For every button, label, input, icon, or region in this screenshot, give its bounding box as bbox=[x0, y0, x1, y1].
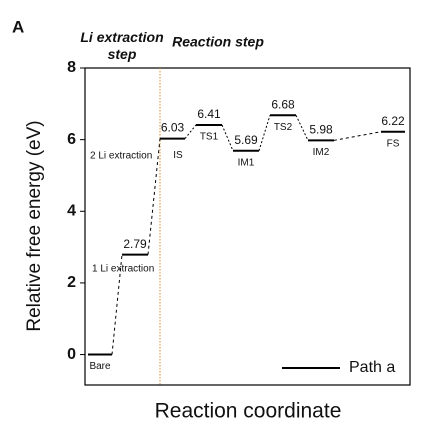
value-label: 5.69 bbox=[234, 133, 258, 147]
value-label: 2.79 bbox=[123, 237, 147, 251]
x-axis-title: Reaction coordinate bbox=[155, 400, 342, 423]
level-label: IM1 bbox=[238, 157, 255, 168]
connector bbox=[258, 115, 271, 151]
value-label: 6.22 bbox=[381, 114, 405, 128]
value-label: 6.03 bbox=[161, 121, 185, 135]
connector bbox=[295, 115, 309, 141]
connector bbox=[184, 124, 197, 139]
level-label: TS1 bbox=[200, 132, 219, 143]
value-label: 6.41 bbox=[197, 107, 221, 121]
y-tick-label: 8 bbox=[67, 59, 76, 76]
connector bbox=[111, 254, 123, 355]
connector bbox=[333, 131, 382, 141]
value-label: 5.98 bbox=[309, 123, 333, 137]
level-label: 1 Li extraction bbox=[92, 263, 154, 274]
y-tick-label: 0 bbox=[67, 346, 76, 363]
region-title: Reaction step bbox=[172, 34, 264, 50]
y-tick-label: 2 bbox=[67, 274, 76, 291]
level-label: TS2 bbox=[274, 122, 293, 133]
level-label: IM2 bbox=[313, 147, 330, 158]
panel-label: A bbox=[12, 17, 24, 36]
connector bbox=[221, 124, 234, 151]
annotation: 2 Li extraction bbox=[90, 151, 152, 162]
level-label: IS bbox=[173, 150, 183, 161]
plot-frame bbox=[84, 67, 411, 386]
level-label: FS bbox=[387, 138, 400, 149]
connector bbox=[147, 138, 161, 255]
legend-label: Path a bbox=[349, 359, 395, 376]
y-tick-label: 6 bbox=[67, 131, 76, 148]
region-title: Li extraction step bbox=[80, 29, 163, 62]
level-label: Bare bbox=[89, 361, 111, 372]
y-axis-title: Relative free energy (eV) bbox=[24, 120, 45, 331]
y-tick-label: 4 bbox=[67, 202, 76, 219]
value-label: 6.68 bbox=[271, 97, 295, 111]
